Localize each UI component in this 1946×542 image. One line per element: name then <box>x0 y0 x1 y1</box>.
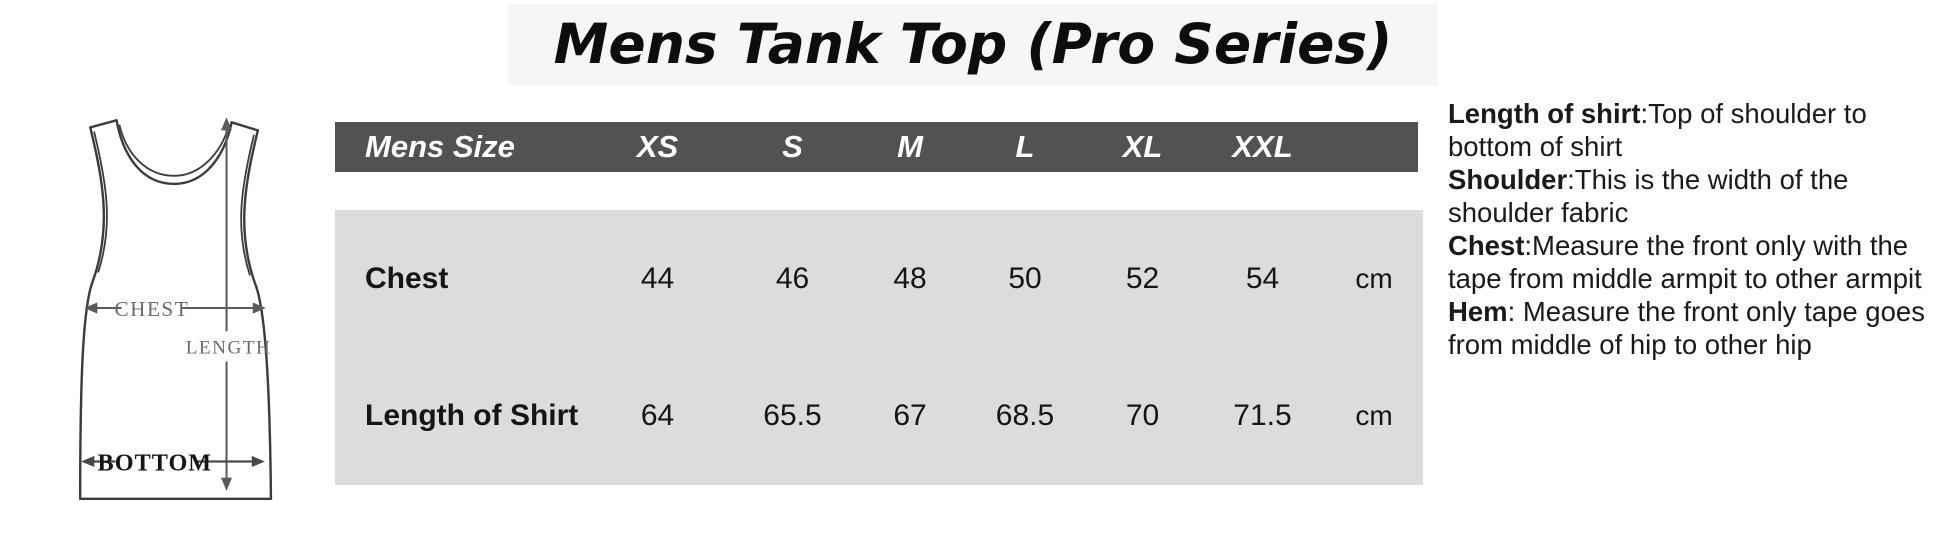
guide-hem: Hem: Measure the front only tape goes fr… <box>1448 295 1946 361</box>
diagram-chest-label: CHEST <box>115 297 190 321</box>
col-header-l: L <box>1015 129 1035 164</box>
size-table: Mens Size XS S M L XL XXL Chest 44 46 48… <box>335 122 1423 485</box>
page-title: Mens Tank Top (Pro Series) <box>553 12 1393 76</box>
row-label-chest: Chest <box>365 261 449 295</box>
guide-description: :Top of shoulder to bottom of shirt <box>1448 98 1867 162</box>
col-header-mens-size: Mens Size <box>365 129 515 164</box>
length-xs: 64 <box>640 399 675 433</box>
length-xl: 70 <box>1125 399 1160 433</box>
measurement-guide: Length of shirt:Top of shoulder to botto… <box>1448 97 1946 361</box>
size-table-header: Mens Size XS S M L XL XXL <box>335 122 1418 172</box>
length-m: 67 <box>893 399 927 433</box>
diagram-length-label: LENGTH <box>186 337 272 358</box>
chest-xxl: 54 <box>1245 261 1280 295</box>
chest-xl: 52 <box>1125 261 1160 295</box>
length-xxl: 71.5 <box>1233 399 1292 433</box>
col-header-xl: XL <box>1122 129 1163 164</box>
guide-term: Shoulder <box>1448 164 1568 195</box>
title-background: Mens Tank Top (Pro Series) <box>507 4 1439 86</box>
chest-arrow <box>84 302 266 314</box>
guide-term: Hem <box>1448 296 1508 327</box>
row-label-length-of-shirt: Length of Shirt <box>365 399 579 433</box>
chest-s: 46 <box>775 261 810 295</box>
tank-top-outline <box>78 119 273 501</box>
tank-top-diagram: CHEST LENGTH BOTTOM <box>78 117 273 501</box>
size-table-body: Chest 44 46 48 50 52 54 cm Length of Shi… <box>335 210 1423 485</box>
diagram-bottom-label: BOTTOM <box>98 450 213 477</box>
table-row-chest: Chest 44 46 48 50 52 54 cm <box>335 262 1423 296</box>
guide-description: :Measure the front only with the tape fr… <box>1448 230 1922 294</box>
length-unit: cm <box>1355 400 1393 432</box>
guide-chest: Chest:Measure the front only with the ta… <box>1448 229 1946 295</box>
guide-length-of-shirt: Length of shirt:Top of shoulder to botto… <box>1448 97 1946 163</box>
length-arrow <box>220 117 233 491</box>
col-header-xxl: XXL <box>1232 129 1293 164</box>
col-header-s: S <box>782 129 803 164</box>
col-header-m: M <box>897 129 923 164</box>
table-row-length-of-shirt: Length of Shirt 64 65.5 67 68.5 70 71.5 … <box>335 399 1423 433</box>
guide-term: Length of shirt <box>1448 98 1641 129</box>
guide-description: : Measure the front only tape goes from … <box>1448 296 1925 360</box>
bottom-arrow <box>81 455 265 468</box>
guide-description: :This is the width of the shoulder fabri… <box>1448 164 1849 228</box>
chest-unit: cm <box>1355 262 1393 294</box>
chest-xs: 44 <box>640 261 675 295</box>
length-l: 68.5 <box>995 399 1055 433</box>
chest-m: 48 <box>893 261 927 295</box>
chest-l: 50 <box>1008 261 1042 295</box>
guide-shoulder: Shoulder:This is the width of the should… <box>1448 163 1946 229</box>
title-row: Mens Tank Top (Pro Series) <box>0 4 1946 86</box>
guide-term: Chest <box>1448 230 1525 261</box>
col-header-xs: XS <box>636 129 679 164</box>
length-s: 65.5 <box>763 399 822 433</box>
